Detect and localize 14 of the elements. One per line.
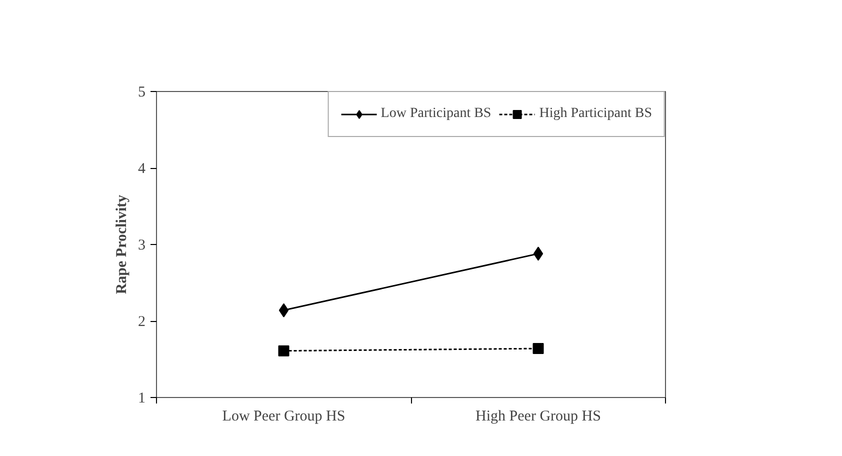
y-axis-title: Rape Proclivity — [114, 194, 130, 294]
x-tick-label: High Peer Group HS — [476, 408, 601, 424]
y-tick-label: 3 — [138, 238, 146, 254]
legend-label: High Participant BS — [539, 106, 652, 122]
point — [532, 343, 544, 354]
y-tick-label: 1 — [138, 390, 146, 406]
point — [278, 345, 290, 356]
point — [533, 246, 544, 261]
legend-label: Low Participant BS — [380, 106, 492, 122]
y-tick-label: 4 — [138, 161, 146, 177]
y-tick-label: 5 — [138, 84, 146, 100]
y-tick-label: 2 — [138, 314, 146, 330]
point — [278, 303, 289, 318]
x-tick-label: Low Peer Group HS — [222, 408, 346, 424]
